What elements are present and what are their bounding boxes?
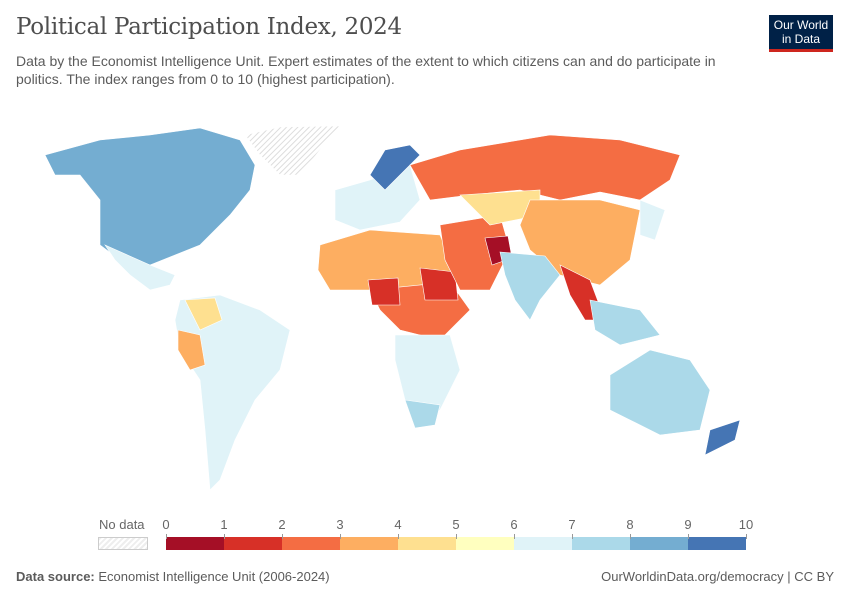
legend-tick-label: 7 xyxy=(568,517,576,532)
chart-title: Political Participation Index, 2024 xyxy=(16,14,402,40)
country-region[interactable] xyxy=(244,125,341,176)
legend-tick-label: 8 xyxy=(626,517,634,532)
legend-tick-label: 3 xyxy=(336,517,344,532)
legend-tick xyxy=(224,534,225,539)
legend-tick-label: 10 xyxy=(738,517,754,532)
legend-bin[interactable] xyxy=(456,537,514,550)
legend-tick xyxy=(630,534,631,539)
legend-tick-label: 2 xyxy=(278,517,286,532)
legend-bin[interactable] xyxy=(224,537,282,550)
country-region[interactable] xyxy=(369,144,421,191)
legend-bin[interactable] xyxy=(572,537,630,550)
legend-bin[interactable] xyxy=(398,537,456,550)
no-data-swatch xyxy=(98,537,148,550)
country-region[interactable] xyxy=(639,199,666,241)
country-region[interactable] xyxy=(104,244,176,291)
legend-tick xyxy=(456,534,457,539)
legend-tick xyxy=(398,534,399,539)
map-legend: No data 0 1 2 3 4 5 6 7 8 9 10 xyxy=(0,515,850,555)
country-region[interactable] xyxy=(409,134,681,201)
legend-bin[interactable] xyxy=(166,537,224,550)
chart-subtitle: Data by the Economist Intelligence Unit.… xyxy=(16,53,716,87)
legend-tick xyxy=(746,534,747,539)
country-region[interactable] xyxy=(609,349,711,436)
country-region[interactable] xyxy=(177,329,206,371)
legend-tick-label: 1 xyxy=(220,517,228,532)
legend-tick xyxy=(572,534,573,539)
legend-bin[interactable] xyxy=(340,537,398,550)
legend-tick-label: 0 xyxy=(162,517,170,532)
legend-tick xyxy=(514,534,515,539)
country-region[interactable] xyxy=(174,294,291,491)
country-region[interactable] xyxy=(367,277,401,306)
legend-tick xyxy=(166,534,167,539)
legend-tick xyxy=(340,534,341,539)
legend-tick xyxy=(282,534,283,539)
logo-line1: Our World xyxy=(773,18,829,32)
legend-tick xyxy=(688,534,689,539)
world-map[interactable] xyxy=(0,110,850,510)
logo-line2: in Data xyxy=(781,32,821,46)
data-source: Data source: Economist Intelligence Unit… xyxy=(16,569,330,584)
legend-bin[interactable] xyxy=(630,537,688,550)
legend-bin[interactable] xyxy=(688,537,746,550)
no-data-label: No data xyxy=(99,517,145,532)
country-region[interactable] xyxy=(704,419,741,456)
country-region[interactable] xyxy=(419,267,459,301)
country-region[interactable] xyxy=(44,127,256,266)
legend-bin[interactable] xyxy=(514,537,572,550)
country-region[interactable] xyxy=(184,297,223,331)
legend-tick-label: 5 xyxy=(452,517,460,532)
source-label: Data source: xyxy=(16,569,95,584)
source-text: Economist Intelligence Unit (2006-2024) xyxy=(98,569,330,584)
legend-tick-label: 6 xyxy=(510,517,518,532)
legend-bin[interactable] xyxy=(282,537,340,550)
footer-link[interactable]: OurWorldinData.org/democracy | CC BY xyxy=(601,569,834,584)
legend-tick-label: 9 xyxy=(684,517,692,532)
legend-tick-label: 4 xyxy=(394,517,402,532)
owid-logo[interactable]: Our World in Data xyxy=(769,15,833,52)
country-region[interactable] xyxy=(589,299,661,346)
country-region[interactable] xyxy=(499,251,561,321)
country-region[interactable] xyxy=(404,399,441,429)
